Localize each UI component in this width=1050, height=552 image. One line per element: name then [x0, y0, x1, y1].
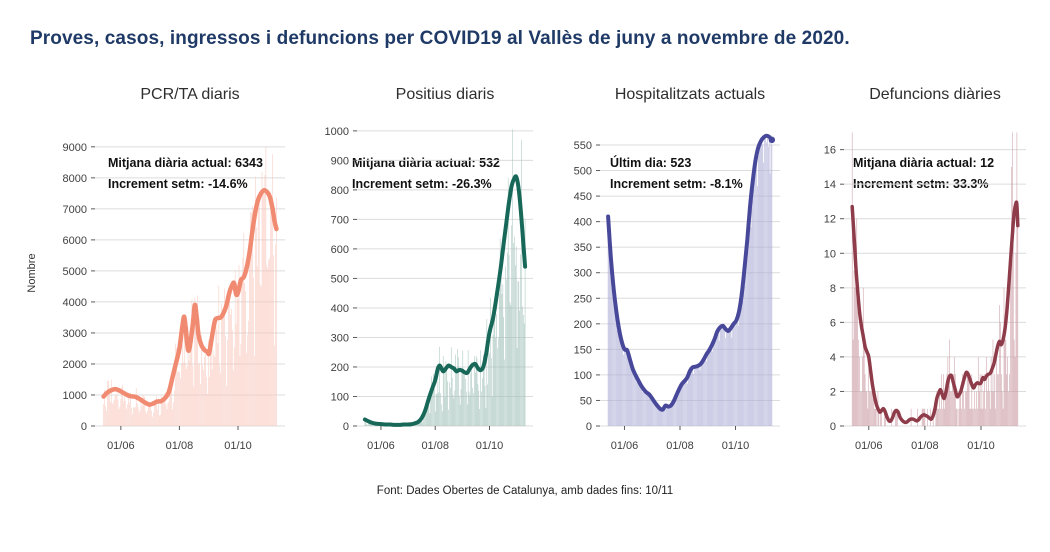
svg-text:250: 250	[574, 293, 592, 305]
svg-text:12: 12	[824, 214, 836, 226]
trend-line	[606, 133, 774, 412]
annotation-line: Increment setm: -8.1%	[610, 177, 743, 191]
svg-text:1000: 1000	[63, 390, 87, 402]
svg-text:01/06: 01/06	[107, 440, 135, 452]
svg-text:450: 450	[574, 191, 592, 203]
svg-text:50: 50	[580, 395, 592, 407]
trend-line	[850, 200, 1020, 425]
svg-text:550: 550	[574, 140, 592, 152]
daily-bars	[103, 146, 277, 427]
svg-text:2: 2	[830, 386, 836, 398]
panel-title-positius: Positius diaris	[395, 86, 495, 103]
svg-text:800: 800	[331, 185, 349, 197]
annotation-pcr: Mitjana diària actual: 6343 Increment se…	[108, 153, 263, 195]
svg-text:1000: 1000	[325, 126, 349, 138]
svg-text:150: 150	[574, 344, 592, 356]
annotation-line: Mitjana diària actual: 12	[853, 156, 995, 170]
svg-text:500: 500	[574, 166, 592, 178]
trend-line	[362, 174, 528, 427]
svg-text:01/06: 01/06	[611, 440, 639, 452]
svg-text:7000: 7000	[63, 204, 87, 216]
svg-text:01/06: 01/06	[367, 440, 395, 452]
annotation-line: Mitjana diària actual: 6343	[108, 156, 263, 170]
svg-text:350: 350	[574, 242, 592, 254]
svg-text:01/08: 01/08	[166, 440, 194, 452]
svg-text:200: 200	[331, 362, 349, 374]
x-axis-ticks: 01/06 01/08 01/10	[107, 426, 252, 452]
svg-text:4: 4	[830, 352, 836, 364]
svg-text:0: 0	[343, 421, 349, 433]
svg-text:100: 100	[574, 370, 592, 382]
source-note: Font: Dades Obertes de Catalunya, amb da…	[376, 485, 674, 497]
svg-text:300: 300	[574, 268, 592, 280]
svg-text:14: 14	[824, 179, 836, 191]
page-title: Proves, casos, ingressos i defuncions pe…	[30, 28, 850, 49]
x-axis-ticks: 01/06 01/08 01/10	[367, 426, 503, 452]
last-value-dot	[768, 136, 776, 144]
y-axis-ticks: 0 2 4 6 8 10 12 14 16	[824, 145, 844, 433]
svg-text:6000: 6000	[63, 235, 87, 247]
annotation-line: Increment setm: -26.3%	[352, 177, 492, 191]
svg-text:5000: 5000	[63, 266, 87, 278]
svg-text:0: 0	[586, 421, 592, 433]
svg-text:100: 100	[331, 391, 349, 403]
svg-text:8000: 8000	[63, 173, 87, 185]
svg-text:01/10: 01/10	[722, 440, 750, 452]
svg-text:01/10: 01/10	[476, 440, 504, 452]
svg-text:9000: 9000	[63, 142, 87, 154]
svg-text:600: 600	[331, 244, 349, 256]
svg-text:200: 200	[574, 319, 592, 331]
daily-bars	[607, 133, 773, 427]
svg-text:500: 500	[331, 273, 349, 285]
annotation-hospitalitzats: Últim dia: 523 Increment setm: -8.1%	[610, 153, 743, 195]
svg-text:300: 300	[331, 332, 349, 344]
svg-text:01/10: 01/10	[967, 440, 995, 452]
svg-text:01/06: 01/06	[855, 440, 883, 452]
panel-title-defuncions: Defuncions diàries	[869, 86, 1001, 103]
svg-text:2000: 2000	[63, 359, 87, 371]
panel-title-hospitalitzats: Hospitalitzats actuals	[614, 86, 766, 103]
svg-text:0: 0	[830, 421, 836, 433]
annotation-line: Increment setm: -14.6%	[108, 177, 248, 191]
y-axis-ticks: 0 100 200 300 400 500 600 700 800 900 1000	[325, 126, 357, 433]
daily-bars	[851, 132, 1019, 426]
svg-text:8: 8	[830, 283, 836, 295]
x-axis-ticks: 01/06 01/08 01/10	[855, 426, 995, 452]
chart-canvas-0: 0 1000 2000 3000 4000 5000 6000 7000 8000 9000 01/…	[63, 142, 285, 452]
annotation-line: Mitjana diària actual: 532	[352, 156, 500, 170]
chart-canvas-3: 0 2 4 6 8 10 12 14 16 01/06 01/08 01/10	[824, 132, 1026, 452]
svg-text:01/10: 01/10	[224, 440, 252, 452]
svg-text:01/08: 01/08	[666, 440, 694, 452]
svg-text:10: 10	[824, 248, 836, 260]
panel-title-pcr: PCR/TA diaris	[140, 86, 240, 103]
svg-text:01/08: 01/08	[911, 440, 939, 452]
svg-text:400: 400	[574, 217, 592, 229]
trend-line	[101, 187, 279, 407]
svg-text:16: 16	[824, 145, 836, 157]
svg-text:900: 900	[331, 155, 349, 167]
svg-text:01/08: 01/08	[421, 440, 449, 452]
y-axis-ticks: 0 1000 2000 3000 4000 5000 6000 7000 8000 9000	[63, 142, 95, 433]
svg-text:3000: 3000	[63, 328, 87, 340]
svg-text:700: 700	[331, 214, 349, 226]
y-axis-ticks: 0 50 100 150 200 250 300 350 400 450 500 550	[574, 140, 600, 433]
svg-text:6: 6	[830, 317, 836, 329]
annotation-line: Últim dia: 523	[610, 156, 692, 170]
svg-text:4000: 4000	[63, 297, 87, 309]
svg-text:0: 0	[81, 421, 87, 433]
x-axis-ticks: 01/06 01/08 01/10	[611, 426, 750, 452]
svg-text:400: 400	[331, 303, 349, 315]
annotation-positius: Mitjana diària actual: 532 Increment set…	[352, 153, 500, 195]
